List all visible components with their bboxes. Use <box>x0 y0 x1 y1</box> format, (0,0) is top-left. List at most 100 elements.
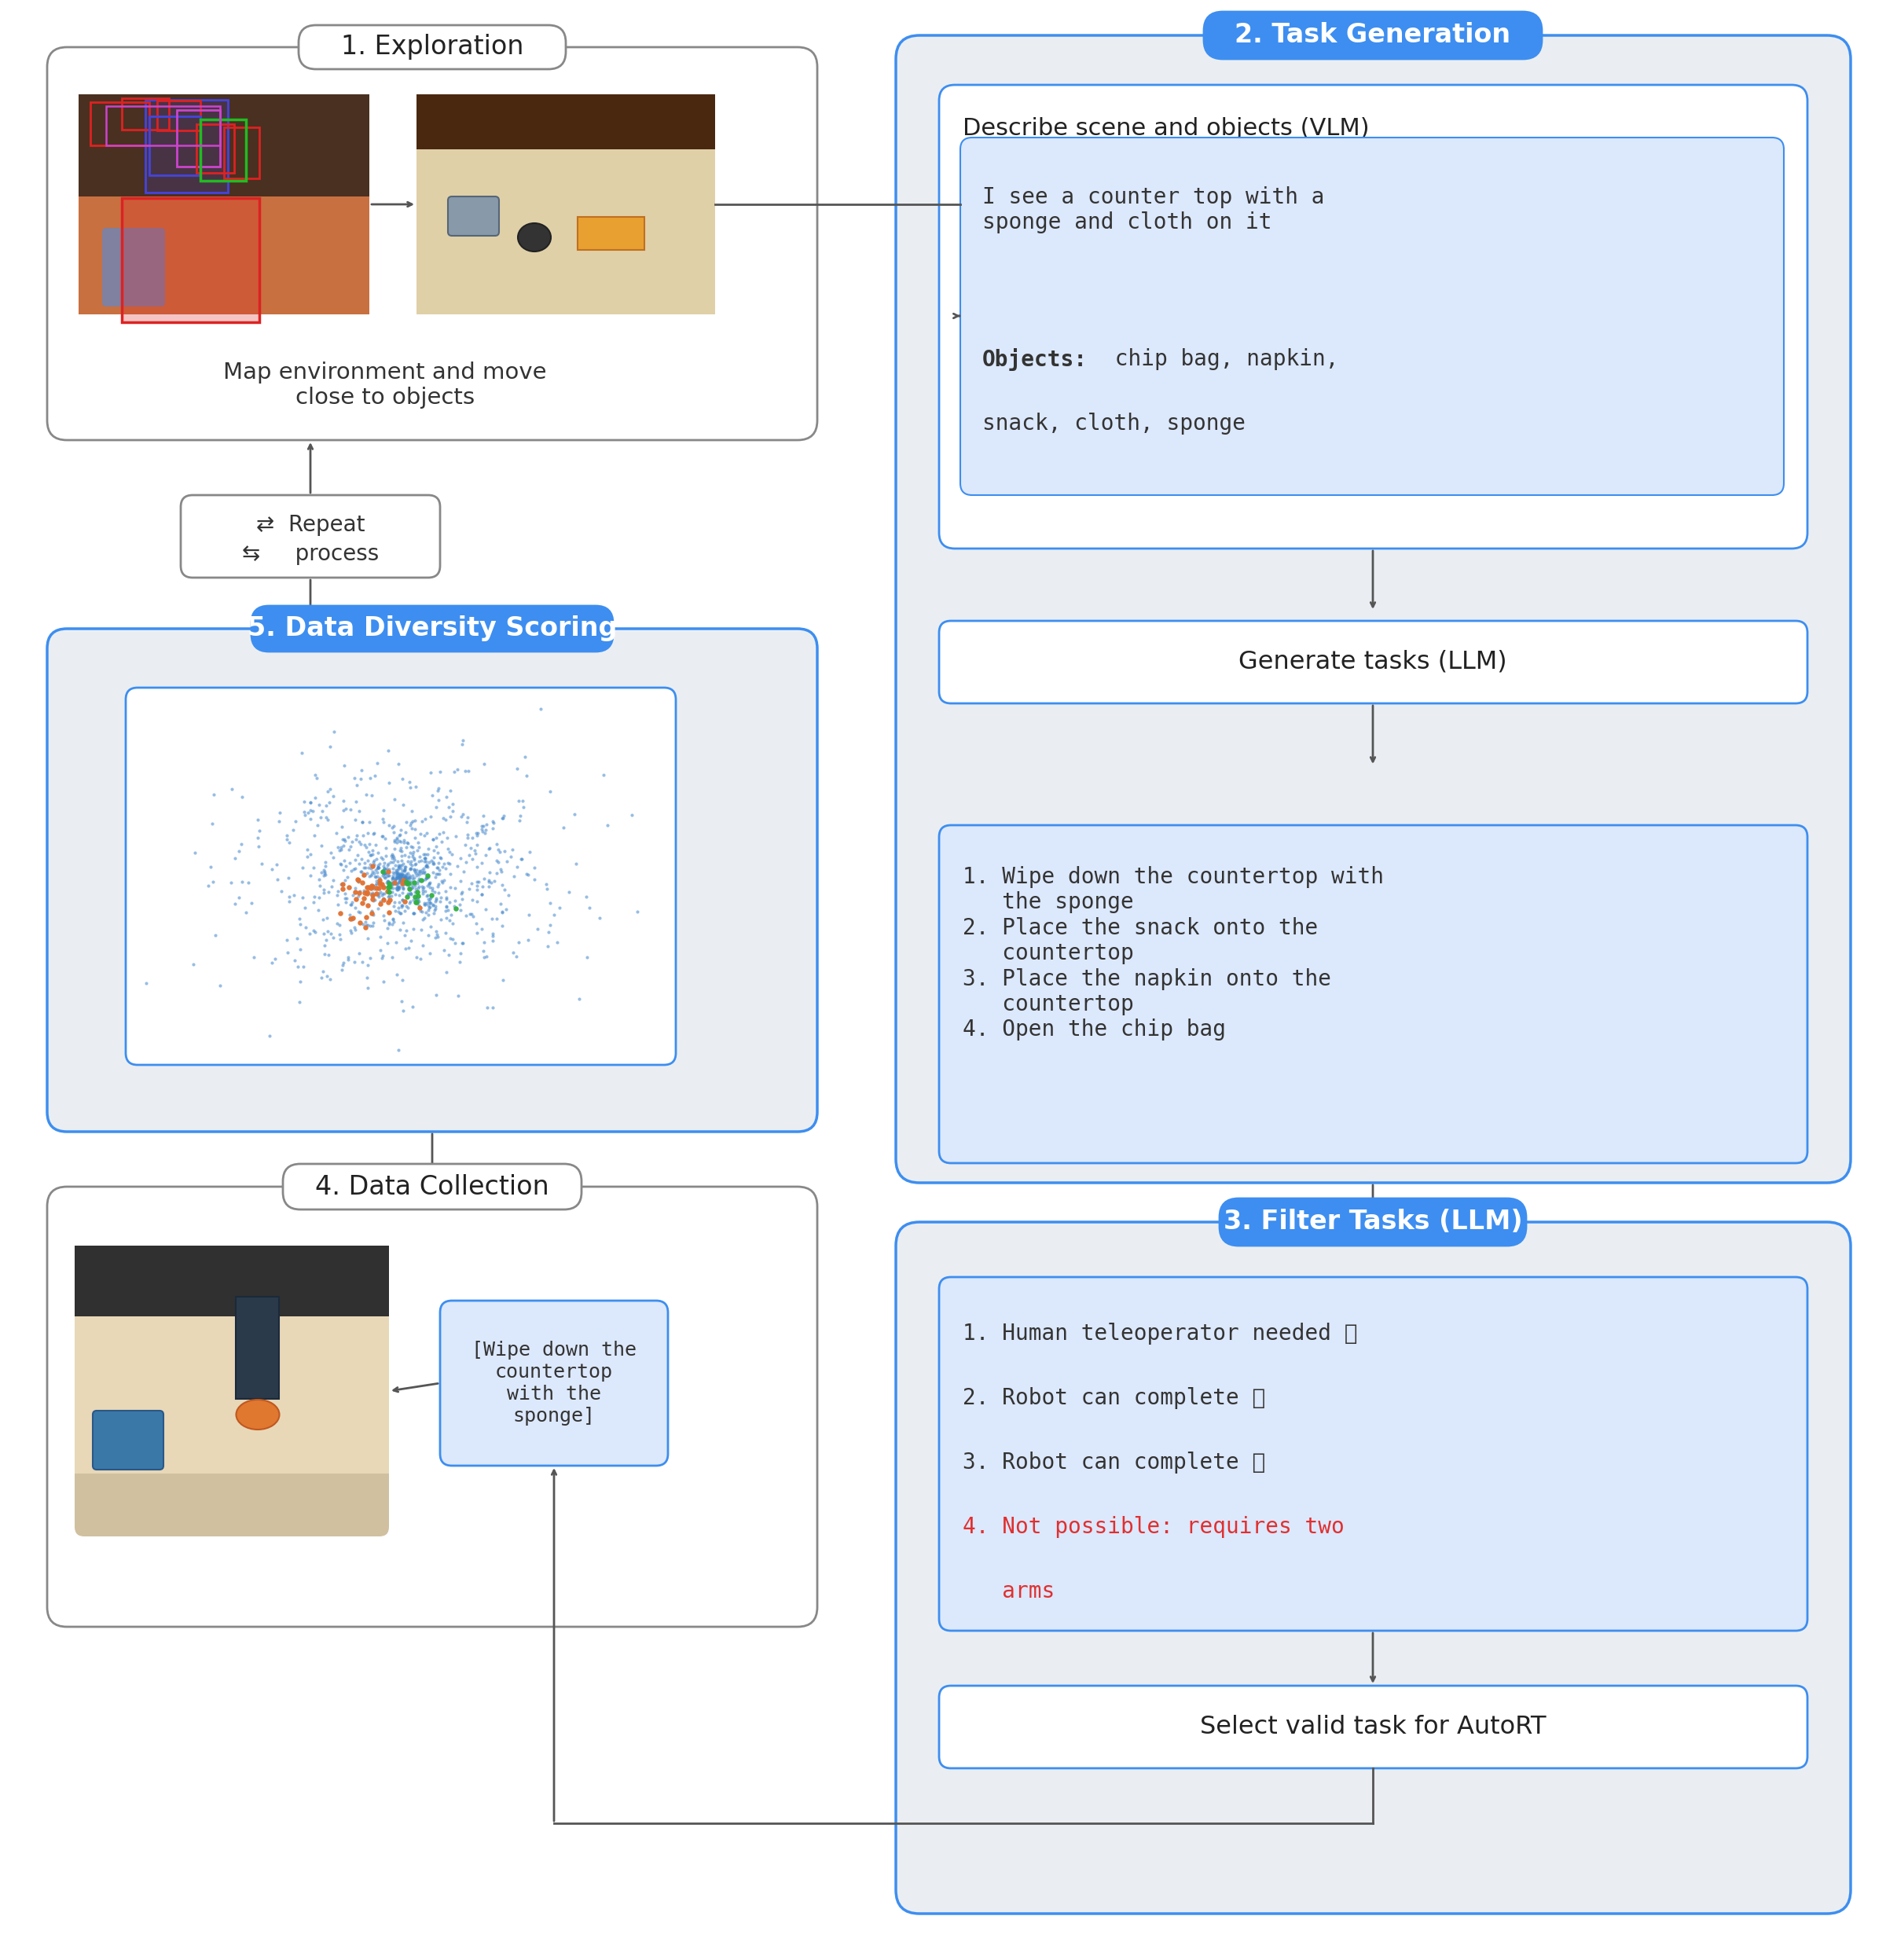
Point <box>351 902 381 933</box>
Point <box>370 853 400 884</box>
Point <box>421 876 451 907</box>
Point <box>379 845 409 876</box>
Point <box>328 784 358 815</box>
Point <box>413 870 443 902</box>
Point <box>341 823 372 855</box>
Text: 4. Data Collection: 4. Data Collection <box>315 1174 549 1200</box>
Point <box>343 937 373 968</box>
Point <box>292 798 323 829</box>
Point <box>366 841 396 872</box>
Point <box>355 878 385 909</box>
Point <box>381 827 411 858</box>
Point <box>498 937 528 968</box>
Point <box>383 896 413 927</box>
Point <box>368 843 398 874</box>
Bar <box>157 100 200 131</box>
Point <box>396 849 426 880</box>
Point <box>560 847 590 878</box>
Point <box>353 845 383 876</box>
FancyBboxPatch shape <box>47 629 817 1131</box>
Point <box>198 866 228 898</box>
Point <box>434 939 464 970</box>
Point <box>368 794 398 825</box>
Point <box>311 851 341 882</box>
Point <box>422 878 453 909</box>
Point <box>462 870 492 902</box>
Point <box>289 786 319 817</box>
Point <box>445 947 475 978</box>
Text: arms: arms <box>962 1580 1054 1603</box>
Point <box>571 882 602 913</box>
Point <box>462 819 492 851</box>
Point <box>532 931 562 962</box>
Point <box>372 857 402 888</box>
Point <box>272 819 302 851</box>
Point <box>462 817 492 849</box>
Point <box>422 774 453 806</box>
Ellipse shape <box>519 223 551 251</box>
Point <box>343 825 373 857</box>
Point <box>370 862 400 894</box>
Point <box>194 870 224 902</box>
Point <box>379 841 409 872</box>
Point <box>373 855 404 886</box>
Point <box>407 876 438 907</box>
Point <box>381 858 411 890</box>
Point <box>445 843 475 874</box>
Point <box>351 907 381 939</box>
Point <box>330 886 360 917</box>
Point <box>328 823 358 855</box>
Point <box>470 839 500 870</box>
Point <box>377 866 407 898</box>
Point <box>221 843 251 874</box>
Point <box>432 882 462 913</box>
Point <box>400 857 430 888</box>
Point <box>458 900 488 931</box>
Point <box>419 890 449 921</box>
Point <box>481 827 511 858</box>
Point <box>285 904 315 935</box>
Point <box>375 884 405 915</box>
Point <box>366 886 396 917</box>
Point <box>585 902 615 933</box>
Point <box>383 855 413 886</box>
Point <box>511 741 541 772</box>
Point <box>389 868 419 900</box>
Point <box>488 964 519 996</box>
Point <box>413 900 443 931</box>
Point <box>407 870 438 902</box>
Point <box>368 900 398 931</box>
Point <box>430 849 460 880</box>
Point <box>426 866 456 898</box>
Point <box>389 862 419 894</box>
Point <box>466 813 496 845</box>
Point <box>421 884 451 915</box>
Point <box>287 737 317 768</box>
Point <box>362 843 392 874</box>
Point <box>436 858 466 890</box>
Point <box>390 864 421 896</box>
Point <box>364 878 394 909</box>
Point <box>392 862 422 894</box>
Point <box>323 880 353 911</box>
Point <box>313 804 343 835</box>
Point <box>405 892 436 923</box>
Point <box>441 755 472 786</box>
Point <box>411 817 441 849</box>
FancyBboxPatch shape <box>896 1221 1850 1913</box>
Point <box>338 853 368 884</box>
Point <box>387 866 417 898</box>
Point <box>372 833 402 864</box>
Point <box>439 890 470 921</box>
Point <box>368 884 398 915</box>
Point <box>377 941 407 972</box>
Point <box>345 896 375 927</box>
Point <box>385 860 415 892</box>
FancyBboxPatch shape <box>960 137 1784 496</box>
Point <box>411 843 441 874</box>
Point <box>445 864 475 896</box>
Point <box>392 857 422 888</box>
Point <box>362 880 392 911</box>
Point <box>415 888 445 919</box>
Point <box>373 849 404 880</box>
